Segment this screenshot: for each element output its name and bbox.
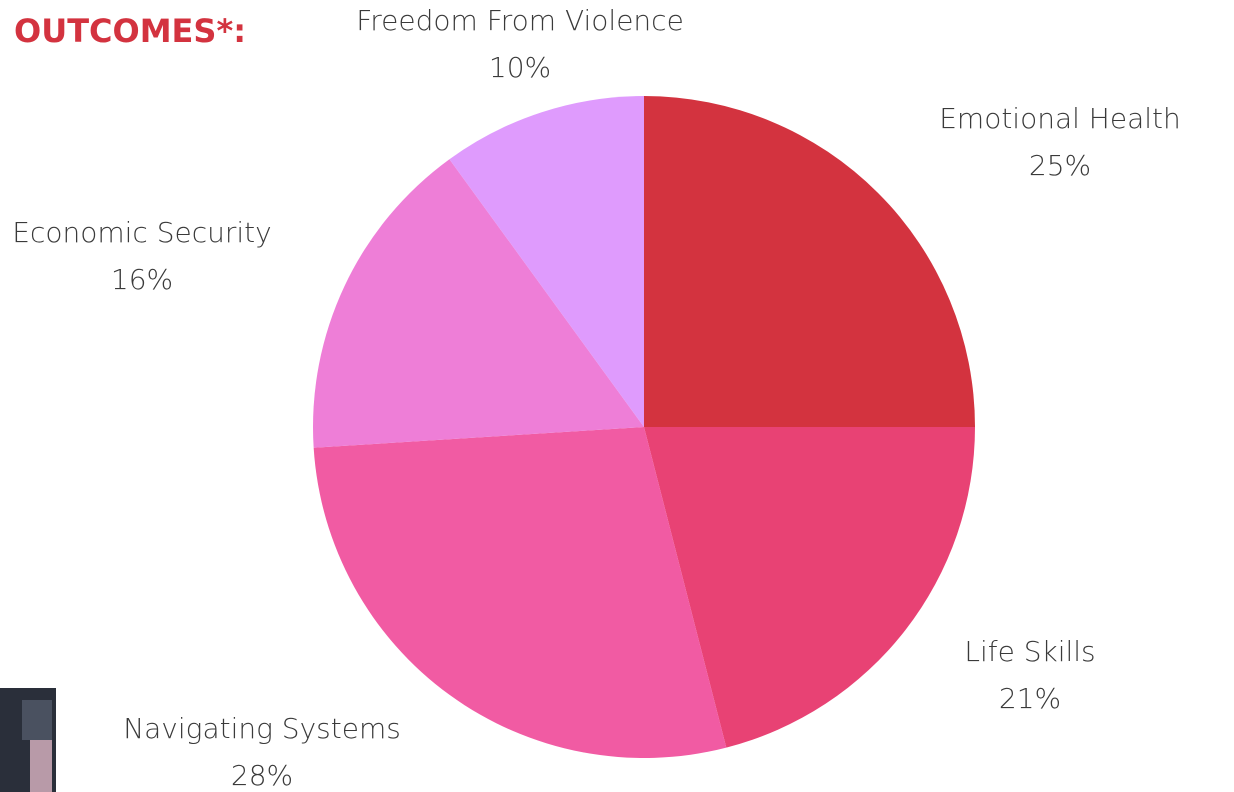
photo-detail <box>22 700 52 740</box>
pie-slice <box>313 427 727 758</box>
value-label: 10% <box>489 51 551 84</box>
pie-slice <box>644 96 975 427</box>
pie-slice <box>644 427 975 748</box>
slice-label: Economic Security <box>12 216 271 249</box>
chart-title: OUTCOMES*: <box>14 12 246 50</box>
slice-label: Emotional Health <box>939 102 1181 135</box>
slice-label: Freedom From Violence <box>356 4 684 37</box>
photo-fragment <box>0 688 56 792</box>
value-label: 16% <box>111 263 173 296</box>
pie-slice <box>313 159 644 448</box>
value-label: 21% <box>999 682 1061 715</box>
photo-detail <box>30 740 52 792</box>
value-label: 28% <box>231 759 293 792</box>
pie-slice <box>449 96 644 427</box>
slice-label: Life Skills <box>964 635 1095 668</box>
value-label: 25% <box>1029 149 1091 182</box>
slice-label: Navigating Systems <box>123 712 401 745</box>
